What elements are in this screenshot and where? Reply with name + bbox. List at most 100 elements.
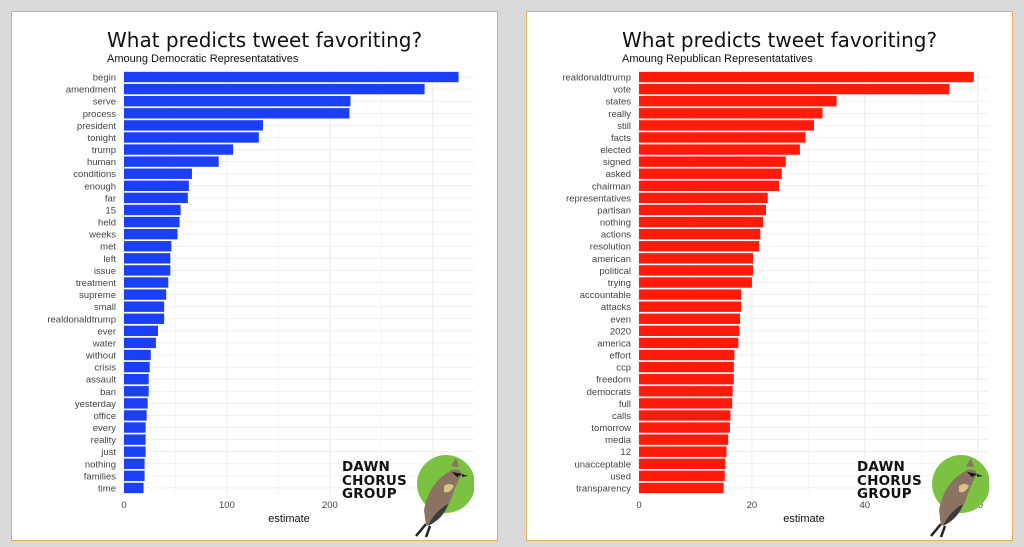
bar bbox=[124, 144, 234, 155]
bar bbox=[124, 168, 192, 179]
chart-panel-democratic: What predicts tweet favoriting? Amoung D… bbox=[11, 11, 498, 541]
bar bbox=[639, 83, 950, 95]
category-tick-label: yesterday bbox=[75, 399, 116, 410]
logo-text-line1: DAWN bbox=[342, 459, 391, 475]
category-tick-label: america bbox=[597, 338, 632, 349]
category-tick-label: begin bbox=[93, 73, 116, 84]
x-tick-label: 100 bbox=[219, 500, 235, 511]
bar bbox=[124, 228, 178, 240]
x-tick-label: 0 bbox=[636, 500, 641, 511]
category-tick-label: signed bbox=[603, 157, 631, 168]
bar bbox=[639, 386, 733, 397]
bar bbox=[639, 289, 742, 300]
bar bbox=[639, 96, 837, 107]
category-tick-label: partisan bbox=[597, 205, 631, 216]
category-tick-label: still bbox=[617, 121, 631, 132]
x-axis-label: estimate bbox=[783, 513, 825, 525]
category-tick-label: attacks bbox=[601, 302, 631, 313]
category-tick-label: tomorrow bbox=[591, 423, 631, 434]
bar bbox=[639, 132, 806, 143]
logo-text-line2: CHORUS bbox=[342, 472, 407, 489]
bar bbox=[639, 180, 779, 192]
bar bbox=[639, 253, 754, 264]
category-tick-label: president bbox=[77, 121, 116, 132]
category-tick-label: facts bbox=[611, 133, 631, 144]
bar bbox=[124, 434, 146, 445]
category-tick-label: without bbox=[85, 351, 116, 362]
logo-text-line3: GROUP bbox=[342, 486, 397, 502]
category-tick-label: amendment bbox=[66, 85, 117, 96]
category-tick-label: tonight bbox=[87, 133, 116, 144]
logo-text-line1: DAWN bbox=[857, 459, 906, 475]
category-tick-label: democrats bbox=[587, 387, 632, 398]
category-tick-label: 2020 bbox=[610, 326, 631, 337]
category-tick-label: 15 bbox=[105, 205, 116, 216]
chart-subtitle: Amoung Republican Representatatives bbox=[622, 53, 813, 65]
bar bbox=[124, 458, 145, 469]
category-tick-label: effort bbox=[610, 351, 632, 362]
category-tick-label: political bbox=[599, 266, 631, 277]
category-tick-label: asked bbox=[606, 169, 631, 180]
category-tick-label: full bbox=[619, 399, 631, 410]
bar bbox=[639, 373, 734, 385]
category-tick-label: elected bbox=[600, 145, 631, 156]
bar bbox=[639, 204, 767, 216]
category-tick-label: far bbox=[105, 193, 116, 204]
dawn-chorus-logo: DAWN CHORUS GROUP bbox=[342, 452, 492, 540]
bar bbox=[124, 398, 148, 409]
bar bbox=[124, 361, 150, 373]
category-tick-label: families bbox=[84, 471, 116, 482]
category-tick-label: issue bbox=[94, 266, 116, 277]
category-tick-label: media bbox=[605, 435, 632, 446]
category-tick-label: really bbox=[608, 109, 631, 120]
bar bbox=[124, 241, 172, 252]
bar bbox=[124, 470, 145, 482]
logo-text-line2: CHORUS bbox=[857, 472, 922, 489]
category-tick-label: held bbox=[98, 218, 116, 229]
category-tick-label: freedom bbox=[596, 375, 631, 386]
bar bbox=[639, 265, 754, 276]
bar bbox=[639, 470, 725, 482]
bar bbox=[639, 398, 733, 409]
category-tick-label: accountable bbox=[580, 290, 631, 301]
category-tick-label: states bbox=[606, 97, 632, 108]
category-tick-label: supreme bbox=[79, 290, 116, 301]
category-tick-label: crisis bbox=[94, 363, 116, 374]
category-tick-label: serve bbox=[93, 97, 116, 108]
category-tick-label: american bbox=[592, 254, 631, 265]
x-tick-label: 200 bbox=[322, 500, 338, 511]
bar bbox=[124, 180, 189, 192]
bar bbox=[639, 434, 729, 445]
bar bbox=[639, 144, 800, 155]
category-tick-label: nothing bbox=[85, 459, 116, 470]
bar bbox=[124, 108, 350, 119]
bar bbox=[124, 96, 351, 107]
chart-title: What predicts tweet favoriting? bbox=[107, 28, 423, 52]
bar bbox=[124, 253, 171, 264]
category-tick-label: reality bbox=[91, 435, 117, 446]
bar bbox=[124, 482, 144, 494]
bar bbox=[639, 422, 730, 433]
category-tick-label: transparency bbox=[576, 483, 631, 494]
bar bbox=[639, 325, 740, 337]
category-tick-label: representatives bbox=[566, 193, 631, 204]
category-tick-label: enough bbox=[84, 181, 116, 192]
x-tick-label: 40 bbox=[860, 500, 871, 511]
bar-chart-republican: realdonaldtrumpvotestatesreallystillfact… bbox=[562, 71, 989, 525]
chart-subtitle: Amoung Democratic Representatatives bbox=[107, 53, 299, 65]
bar bbox=[639, 301, 742, 312]
bar bbox=[639, 337, 739, 349]
category-tick-label: water bbox=[92, 338, 116, 349]
category-tick-label: time bbox=[98, 483, 116, 494]
bar bbox=[639, 168, 782, 179]
category-tick-label: met bbox=[100, 242, 116, 253]
bar bbox=[124, 204, 181, 216]
bar bbox=[639, 458, 726, 469]
bar bbox=[639, 482, 724, 494]
bar bbox=[124, 349, 151, 361]
category-tick-label: trump bbox=[92, 145, 116, 156]
bar bbox=[639, 216, 764, 228]
category-tick-label: nothing bbox=[600, 218, 631, 229]
bar bbox=[639, 71, 974, 83]
category-tick-label: every bbox=[93, 423, 116, 434]
